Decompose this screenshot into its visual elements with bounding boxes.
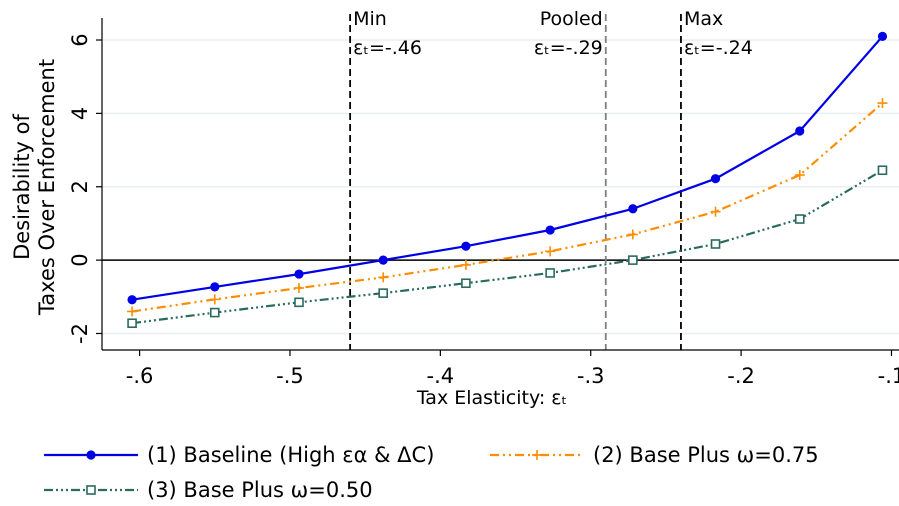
series-2-point xyxy=(293,283,304,294)
series-2-point xyxy=(877,98,888,109)
vline-label-top-0: Min xyxy=(353,8,387,30)
series-1 xyxy=(127,31,888,305)
vline-label-bottom-1: εₜ=-.29 xyxy=(534,37,603,59)
series-3-point xyxy=(628,255,638,265)
series-3-point xyxy=(209,307,220,318)
y-axis-label-line-2: Taxes Over Enforcement xyxy=(35,59,59,316)
y-axis-ticks: -2 0 2 4 6 xyxy=(68,33,102,344)
x-tick-label: -.3 xyxy=(577,364,605,388)
series-2-point xyxy=(460,259,471,270)
legend-label: (3) Base Plus ω=0.50 xyxy=(147,478,373,502)
series-line-3 xyxy=(131,169,884,325)
series-3-point xyxy=(294,297,304,308)
series-3-point xyxy=(794,214,805,224)
vline-label-bottom-2: εₜ=-.24 xyxy=(684,37,753,59)
axes xyxy=(101,18,899,351)
x-axis-ticks: -.6 -.5 -.4 -.3 -.2 -.1 xyxy=(126,350,899,388)
y-axis-label-line-1: Desirability of xyxy=(10,114,34,260)
legend-item-1: (1) Baseline (High εα & ΔC) xyxy=(44,443,434,467)
series-2-point xyxy=(209,294,220,305)
series-3-point xyxy=(127,318,137,329)
x-tick-label: -.6 xyxy=(126,364,154,388)
series-3-point xyxy=(378,288,389,298)
series-3-point xyxy=(545,268,555,278)
series-1-point xyxy=(795,126,805,136)
y-tick-label: 4 xyxy=(68,107,92,120)
y-tick-label: 2 xyxy=(68,180,92,193)
series-2-point xyxy=(794,170,805,181)
legend-swatch-marker xyxy=(86,485,96,495)
legend-item-3: (3) Base Plus ω=0.50 xyxy=(44,478,373,502)
series-group xyxy=(127,31,888,329)
legend-item-2: (2) Base Plus ω=0.75 xyxy=(490,443,819,467)
x-axis-label: Tax Elasticity: εₜ xyxy=(416,387,567,409)
legend-swatch-marker xyxy=(532,450,542,460)
x-tick-label: -.5 xyxy=(276,364,304,388)
vline-label-bottom-0: εₜ=-.46 xyxy=(353,37,422,59)
vline-label-top-2: Max xyxy=(684,8,723,30)
series-line-1 xyxy=(131,35,884,301)
legend-label: (2) Base Plus ω=0.75 xyxy=(593,443,819,467)
series-1-point xyxy=(877,31,888,41)
gridlines xyxy=(102,39,899,335)
series-1-point xyxy=(294,269,304,279)
series-2-point xyxy=(710,206,721,217)
series-1-point xyxy=(628,204,638,214)
series-3-point xyxy=(710,239,721,249)
series-2-point xyxy=(627,229,638,240)
legend-label: (1) Baseline (High εα & ΔC) xyxy=(147,443,434,467)
series-2-point xyxy=(378,272,389,283)
series-3 xyxy=(127,165,888,329)
series-line-2 xyxy=(131,102,884,313)
x-tick-label: -.2 xyxy=(727,364,755,388)
series-1-point xyxy=(545,225,555,235)
series-2-point xyxy=(545,246,556,257)
series-1-point xyxy=(127,295,137,305)
legend: (1) Baseline (High εα & ΔC) (2) Base Plus… xyxy=(44,443,819,502)
series-1-point xyxy=(461,241,471,251)
series-1-point xyxy=(378,255,388,265)
x-tick-label: -.4 xyxy=(427,364,455,388)
x-tick-label: -.1 xyxy=(878,364,899,388)
series-1-point xyxy=(710,174,721,184)
y-axis-label: Desirability of Taxes Over Enforcement xyxy=(10,59,59,316)
series-3-point xyxy=(461,278,471,289)
series-3-point xyxy=(877,165,888,176)
legend-swatch-marker xyxy=(86,450,96,460)
vline-label-top-1: Pooled xyxy=(540,8,603,30)
series-2-point xyxy=(127,306,138,317)
y-tick-label: 0 xyxy=(68,253,92,266)
series-1-point xyxy=(210,282,220,292)
y-tick-label: 6 xyxy=(68,33,92,46)
reference-lines: Min εₜ=-.46 Pooled εₜ=-.29 Max εₜ=-.24 xyxy=(349,8,753,350)
y-tick-label: -2 xyxy=(68,323,92,344)
series-2 xyxy=(127,98,888,317)
